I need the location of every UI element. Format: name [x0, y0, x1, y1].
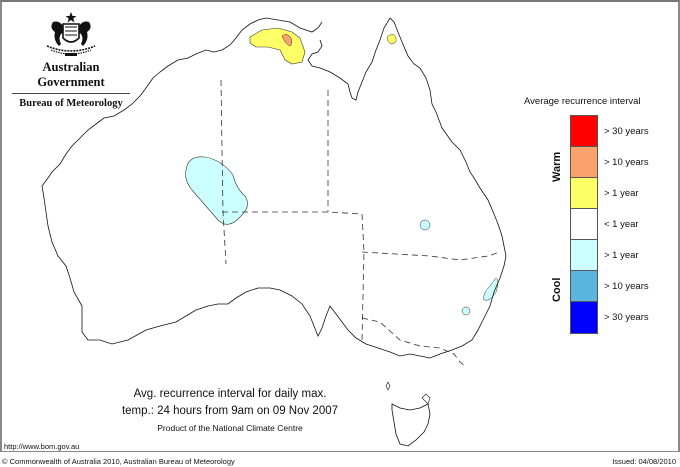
legend-color-bar — [570, 115, 598, 334]
legend-swatch-cool-10 — [571, 271, 597, 302]
legend-swatch-warm-30 — [571, 116, 597, 147]
coastline — [41, 17, 507, 359]
legend-swatch-warm-1 — [571, 178, 597, 209]
tasmania-coastline — [391, 403, 431, 447]
legend-title: Average recurrence interval — [524, 96, 641, 107]
region-nsw-inland-cool — [461, 306, 471, 316]
legend-swatch-cool-1 — [571, 240, 597, 271]
legend-swatch-neutral — [571, 209, 597, 240]
legend-label: < 1 year — [604, 219, 639, 230]
legend-label: > 10 years — [604, 157, 649, 168]
bureau-title: Bureau of Meteorology — [19, 98, 123, 109]
legend-label: > 10 years — [604, 281, 649, 292]
legend-label: > 30 years — [604, 312, 649, 323]
legend-cool-label: Cool — [551, 277, 563, 302]
issued-date: Issued: 04/08/2010 — [612, 457, 676, 466]
australia-map — [41, 17, 507, 447]
legend-swatch-cool-30 — [571, 302, 597, 333]
coat-of-arms-icon — [46, 12, 96, 56]
bom-logo: Australian Government Bureau of Meteorol… — [8, 10, 134, 109]
island — [421, 393, 431, 405]
region-top-end-hot — [281, 34, 293, 47]
legend-warm-label: Warm — [551, 151, 563, 182]
legend-label: > 1 year — [604, 188, 639, 199]
region-central-west-cool — [185, 156, 248, 225]
region-top-end-warm — [249, 27, 306, 65]
bom-url-link[interactable]: http://www.bom.gov.au — [4, 442, 80, 451]
caption-title-line2: temp.: 24 hours from 9am on 09 Nov 2007 — [121, 405, 339, 417]
copyright-text: © Commonwealth of Australia 2010, Austra… — [2, 457, 235, 466]
caption-title-line1: Avg. recurrence interval for daily max. — [133, 388, 327, 400]
legend-label: > 1 year — [604, 250, 639, 261]
region-nsw-coast-cool — [483, 277, 499, 301]
logo-divider — [12, 93, 130, 94]
region-cape-york-warm — [387, 34, 397, 45]
island — [385, 381, 391, 391]
caption-product: Product of the National Climate Centre — [157, 423, 303, 433]
government-title: Australian Government — [37, 60, 105, 89]
region-qld-cool — [419, 219, 431, 231]
legend-label: > 30 years — [604, 126, 649, 137]
map-frame — [0, 0, 680, 452]
state-borders — [220, 79, 501, 367]
legend-swatch-warm-10 — [571, 147, 597, 178]
